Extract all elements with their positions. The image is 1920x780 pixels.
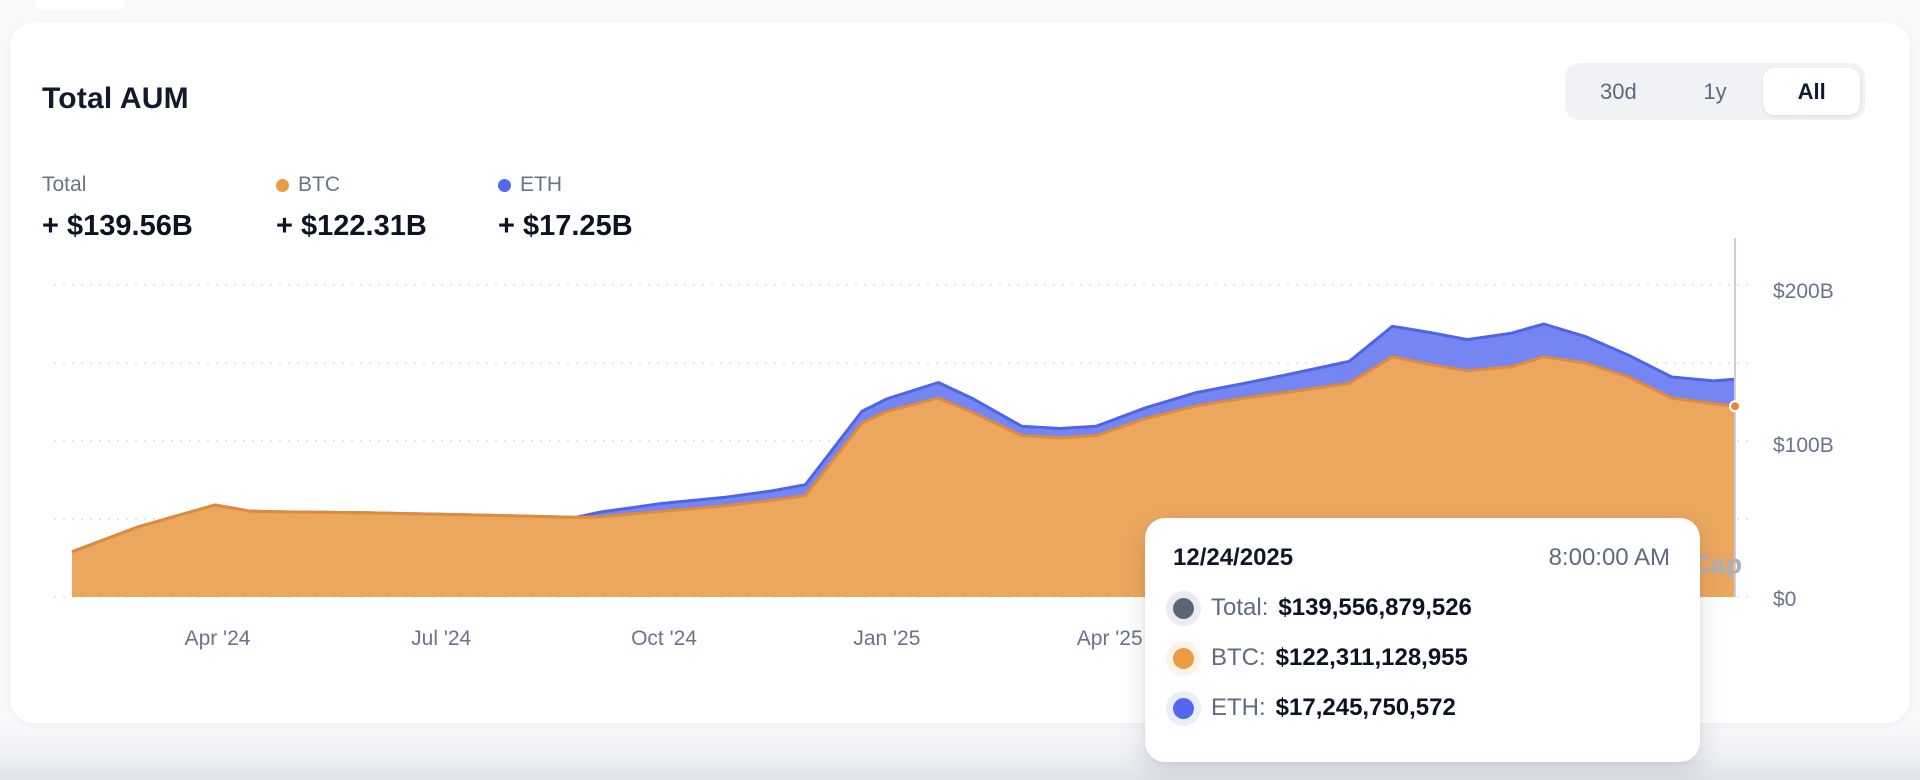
tooltip-row-eth: ETH: $17,245,750,572: [1173, 694, 1670, 722]
btc-dot-icon: [1173, 647, 1194, 669]
svg-text:Jul '24: Jul '24: [411, 627, 471, 650]
chart-tooltip: 12/24/2025 8:00:00 AM Total: $139,556,87…: [1145, 518, 1700, 762]
range-button-all[interactable]: All: [1763, 68, 1861, 115]
stat-total-value: + $139.56B: [42, 210, 193, 242]
y-axis-label-200b: $200B: [1773, 280, 1834, 303]
stat-total-label: Total: [42, 173, 87, 196]
time-range-selector: 30d 1y All: [1565, 63, 1865, 120]
stat-btc-label: BTC: [276, 172, 427, 198]
page-title: Total AUM: [42, 82, 189, 115]
svg-text:Oct '24: Oct '24: [631, 627, 697, 650]
btc-dot-icon: [276, 178, 289, 192]
svg-text:Apr '25: Apr '25: [1077, 627, 1143, 650]
stat-eth: ETH + $17.25B: [498, 172, 633, 243]
tooltip-row-btc: BTC: $122,311,128,955: [1173, 644, 1670, 672]
top-element-remnant: [35, 0, 125, 10]
stat-eth-value: + $17.25B: [498, 210, 633, 242]
svg-text:Apr '24: Apr '24: [185, 627, 251, 650]
range-button-1y[interactable]: 1y: [1667, 68, 1764, 115]
eth-dot-icon: [1173, 697, 1194, 719]
stat-eth-label: ETH: [498, 172, 633, 198]
svg-text:Jan '25: Jan '25: [853, 627, 920, 650]
tooltip-time: 8:00:00 AM: [1548, 544, 1670, 571]
y-axis-label-100b: $100B: [1773, 434, 1834, 457]
tooltip-date: 12/24/2025: [1173, 544, 1294, 571]
y-axis-label-0: $0: [1773, 588, 1797, 611]
tooltip-header: 12/24/2025 8:00:00 AM: [1173, 544, 1670, 572]
total-dot-icon: [1173, 597, 1194, 619]
range-button-30d[interactable]: 30d: [1570, 68, 1667, 115]
stat-total: Total + $139.56B: [42, 172, 193, 243]
total-aum-card: Total AUM 30d 1y All Total + $139.56B BT…: [10, 22, 1910, 762]
eth-dot-icon: [498, 178, 511, 192]
stat-btc: BTC + $122.31B: [276, 172, 427, 243]
stat-btc-value: + $122.31B: [276, 210, 427, 242]
tooltip-row-total: Total: $139,556,879,526: [1173, 594, 1670, 622]
